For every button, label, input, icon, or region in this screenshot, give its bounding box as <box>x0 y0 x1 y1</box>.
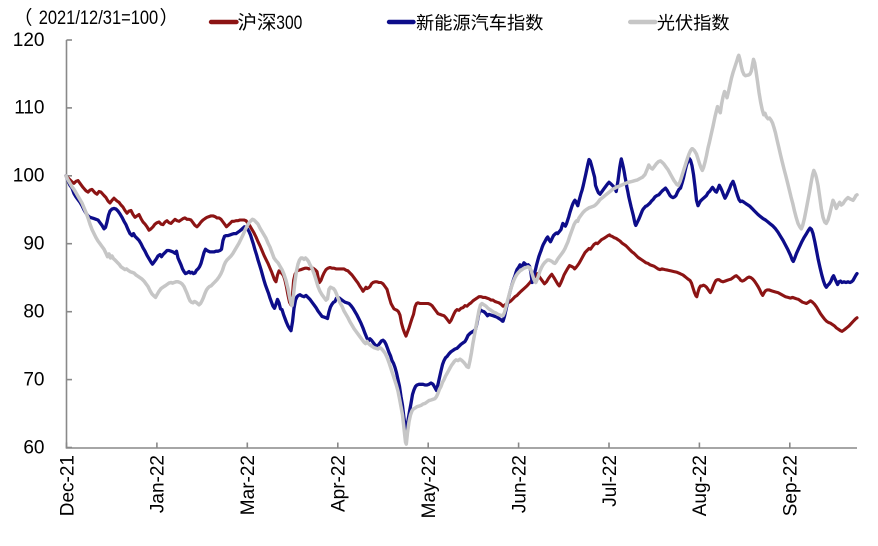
svg-text:Jun-22: Jun-22 <box>509 455 530 513</box>
svg-text:110: 110 <box>14 98 44 119</box>
svg-text:100: 100 <box>13 166 45 187</box>
svg-text:Sep-22: Sep-22 <box>781 455 802 516</box>
svg-text:Jul-22: Jul-22 <box>600 455 621 507</box>
svg-text:2021/12/31=100: 2021/12/31=100 <box>39 8 159 29</box>
svg-text:60: 60 <box>23 437 44 458</box>
svg-text:Mar-22: Mar-22 <box>238 455 259 515</box>
svg-text:May-22: May-22 <box>419 455 440 518</box>
svg-text:70: 70 <box>23 369 44 390</box>
svg-text:Jan-22: Jan-22 <box>148 455 169 513</box>
svg-text:Dec-21: Dec-21 <box>57 455 78 516</box>
svg-text:Apr-22: Apr-22 <box>329 455 350 512</box>
svg-text:Aug-22: Aug-22 <box>690 455 711 516</box>
svg-text:300: 300 <box>276 13 302 34</box>
svg-text:90: 90 <box>23 234 44 255</box>
svg-text:120: 120 <box>13 30 45 51</box>
svg-text:80: 80 <box>23 302 44 323</box>
